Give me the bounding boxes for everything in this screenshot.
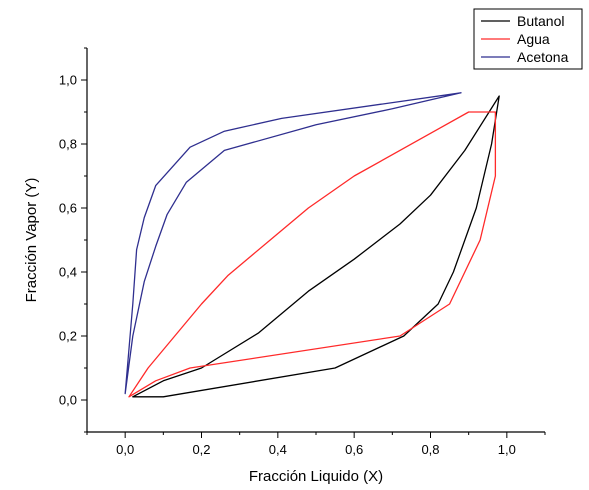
x-tick-label: 0,2 [192, 442, 210, 457]
y-tick-label: 0,0 [59, 393, 77, 408]
series-line-acetona [124, 92, 462, 395]
legend-label-agua: Agua [517, 31, 550, 47]
y-tick-label: 0,4 [59, 265, 77, 280]
y-tick-label: 0,6 [59, 201, 77, 216]
series-line-agua [128, 111, 497, 398]
x-axis-title: Fracción Liquido (X) [249, 468, 383, 485]
legend-layer: Butanol Agua Acetona [473, 8, 583, 70]
y-axis-title: Fracción Vapor (Y) [23, 178, 40, 303]
series-layer [124, 92, 500, 398]
x-tick-label: 0,6 [345, 442, 363, 457]
series-line-butanol [132, 95, 500, 398]
legend-label-butanol: Butanol [517, 13, 564, 29]
y-tick-label: 0,2 [59, 329, 77, 344]
y-tick-label: 1,0 [59, 73, 77, 88]
x-tick-label: 0,4 [269, 442, 287, 457]
x-tick-label: 0,0 [116, 442, 134, 457]
axes-layer: 0,0 0,2 0,4 0,6 0,8 1,0 0,0 0,2 0,4 0,6 0,8 1,0 [59, 47, 546, 457]
x-tick-label: 1,0 [498, 442, 516, 457]
x-tick-label: 0,8 [421, 442, 439, 457]
legend-label-acetona: Acetona [517, 49, 569, 65]
y-tick-label: 0,8 [59, 137, 77, 152]
